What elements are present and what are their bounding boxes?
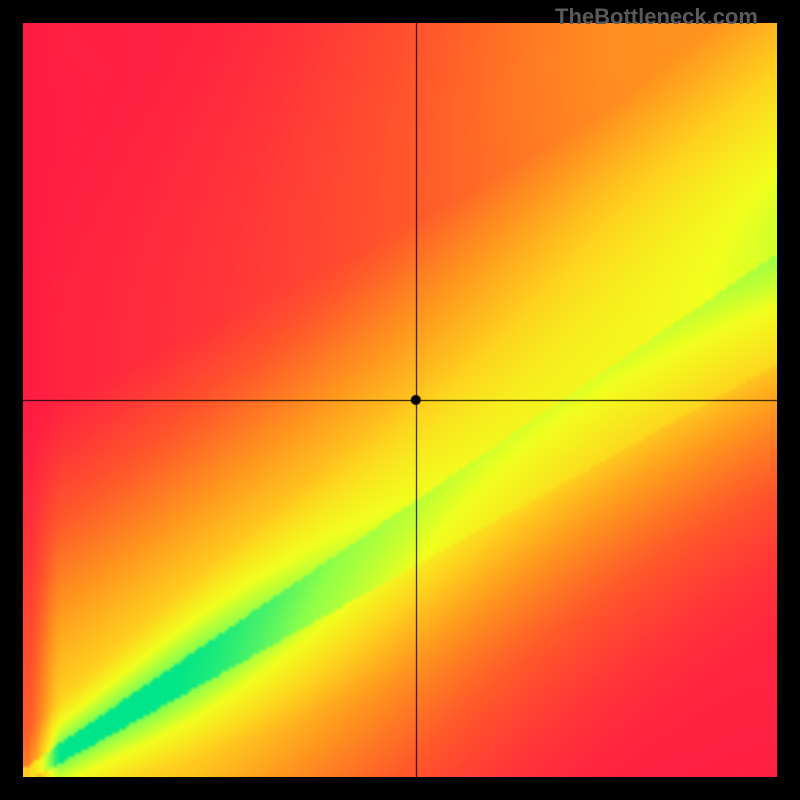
chart-container: TheBottleneck.com (0, 0, 800, 800)
heatmap-canvas (23, 23, 777, 777)
watermark-text: TheBottleneck.com (555, 4, 758, 30)
